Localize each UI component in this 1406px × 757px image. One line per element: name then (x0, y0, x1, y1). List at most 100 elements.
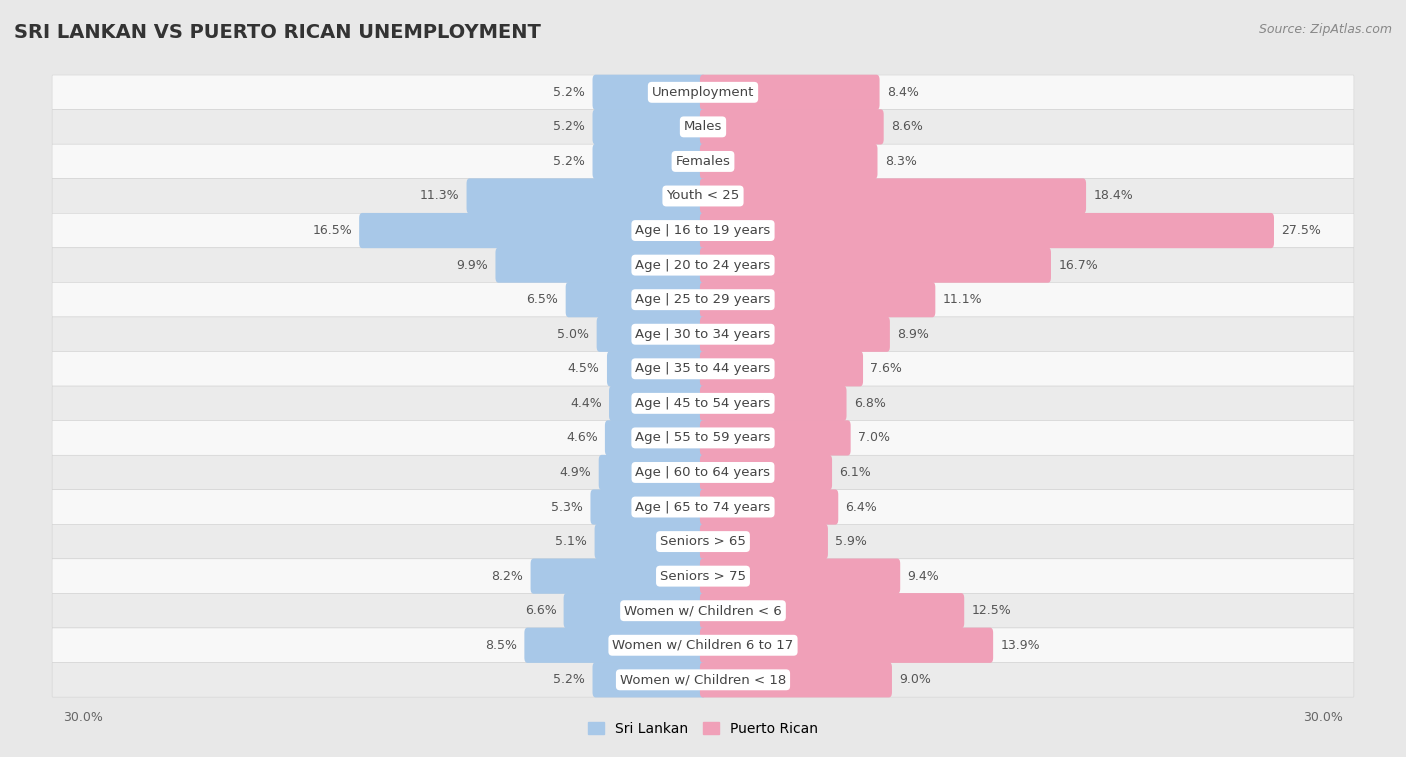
FancyBboxPatch shape (592, 662, 706, 697)
FancyBboxPatch shape (700, 248, 1050, 282)
FancyBboxPatch shape (700, 420, 851, 456)
Text: 4.9%: 4.9% (560, 466, 592, 479)
FancyBboxPatch shape (700, 455, 832, 490)
Text: 8.5%: 8.5% (485, 639, 517, 652)
FancyBboxPatch shape (565, 282, 706, 317)
Text: 5.2%: 5.2% (554, 673, 585, 687)
Text: Youth < 25: Youth < 25 (666, 189, 740, 202)
FancyBboxPatch shape (592, 75, 706, 110)
FancyBboxPatch shape (700, 179, 1085, 213)
FancyBboxPatch shape (52, 386, 1354, 421)
FancyBboxPatch shape (599, 455, 706, 490)
Text: 16.7%: 16.7% (1059, 259, 1098, 272)
FancyBboxPatch shape (592, 109, 706, 145)
Text: 18.4%: 18.4% (1094, 189, 1133, 202)
Text: Age | 25 to 29 years: Age | 25 to 29 years (636, 293, 770, 306)
Text: Seniors > 65: Seniors > 65 (659, 535, 747, 548)
Text: Women w/ Children < 6: Women w/ Children < 6 (624, 604, 782, 617)
FancyBboxPatch shape (359, 213, 706, 248)
Text: 5.9%: 5.9% (835, 535, 868, 548)
FancyBboxPatch shape (700, 316, 890, 352)
FancyBboxPatch shape (52, 593, 1354, 628)
Text: 9.4%: 9.4% (907, 570, 939, 583)
FancyBboxPatch shape (609, 386, 706, 421)
FancyBboxPatch shape (595, 524, 706, 559)
FancyBboxPatch shape (700, 144, 877, 179)
Text: 8.3%: 8.3% (884, 155, 917, 168)
Text: Age | 45 to 54 years: Age | 45 to 54 years (636, 397, 770, 410)
FancyBboxPatch shape (700, 351, 863, 386)
Text: 16.5%: 16.5% (312, 224, 352, 237)
Text: 27.5%: 27.5% (1281, 224, 1322, 237)
Text: 6.6%: 6.6% (524, 604, 557, 617)
FancyBboxPatch shape (700, 662, 891, 697)
Text: 8.9%: 8.9% (897, 328, 929, 341)
Text: 5.2%: 5.2% (554, 155, 585, 168)
FancyBboxPatch shape (564, 593, 706, 628)
FancyBboxPatch shape (52, 179, 1354, 213)
Text: 4.4%: 4.4% (569, 397, 602, 410)
FancyBboxPatch shape (467, 179, 706, 213)
FancyBboxPatch shape (52, 351, 1354, 386)
FancyBboxPatch shape (52, 455, 1354, 490)
Text: 11.1%: 11.1% (942, 293, 983, 306)
Text: 4.5%: 4.5% (568, 363, 600, 375)
Text: 11.3%: 11.3% (420, 189, 460, 202)
Text: 5.2%: 5.2% (554, 120, 585, 133)
Text: Males: Males (683, 120, 723, 133)
FancyBboxPatch shape (607, 351, 706, 386)
FancyBboxPatch shape (700, 593, 965, 628)
FancyBboxPatch shape (700, 213, 1274, 248)
Text: 9.9%: 9.9% (457, 259, 488, 272)
FancyBboxPatch shape (52, 75, 1354, 110)
FancyBboxPatch shape (700, 386, 846, 421)
FancyBboxPatch shape (52, 628, 1354, 662)
FancyBboxPatch shape (605, 420, 706, 456)
Text: Unemployment: Unemployment (652, 86, 754, 99)
Text: 5.0%: 5.0% (557, 328, 589, 341)
FancyBboxPatch shape (52, 525, 1354, 559)
Text: Age | 65 to 74 years: Age | 65 to 74 years (636, 500, 770, 513)
Text: 5.3%: 5.3% (551, 500, 583, 513)
FancyBboxPatch shape (591, 490, 706, 525)
FancyBboxPatch shape (52, 282, 1354, 317)
FancyBboxPatch shape (700, 75, 880, 110)
Text: Age | 30 to 34 years: Age | 30 to 34 years (636, 328, 770, 341)
Text: 7.6%: 7.6% (870, 363, 903, 375)
FancyBboxPatch shape (524, 628, 706, 663)
FancyBboxPatch shape (52, 490, 1354, 525)
FancyBboxPatch shape (530, 559, 706, 593)
Text: Women w/ Children 6 to 17: Women w/ Children 6 to 17 (613, 639, 793, 652)
Text: 8.2%: 8.2% (492, 570, 523, 583)
Text: 6.8%: 6.8% (853, 397, 886, 410)
FancyBboxPatch shape (52, 421, 1354, 455)
FancyBboxPatch shape (52, 559, 1354, 593)
FancyBboxPatch shape (52, 110, 1354, 144)
FancyBboxPatch shape (700, 109, 884, 145)
FancyBboxPatch shape (700, 282, 935, 317)
Text: 8.4%: 8.4% (887, 86, 918, 99)
Text: Age | 16 to 19 years: Age | 16 to 19 years (636, 224, 770, 237)
Text: 8.6%: 8.6% (891, 120, 922, 133)
Text: 13.9%: 13.9% (1001, 639, 1040, 652)
FancyBboxPatch shape (52, 317, 1354, 351)
Text: 6.1%: 6.1% (839, 466, 872, 479)
FancyBboxPatch shape (52, 213, 1354, 248)
Text: 5.2%: 5.2% (554, 86, 585, 99)
Text: Source: ZipAtlas.com: Source: ZipAtlas.com (1258, 23, 1392, 36)
Text: Age | 55 to 59 years: Age | 55 to 59 years (636, 431, 770, 444)
Text: Age | 20 to 24 years: Age | 20 to 24 years (636, 259, 770, 272)
Text: Age | 35 to 44 years: Age | 35 to 44 years (636, 363, 770, 375)
Text: 5.1%: 5.1% (555, 535, 588, 548)
Text: 12.5%: 12.5% (972, 604, 1011, 617)
FancyBboxPatch shape (596, 316, 706, 352)
Text: Women w/ Children < 18: Women w/ Children < 18 (620, 673, 786, 687)
FancyBboxPatch shape (52, 662, 1354, 697)
Text: Females: Females (675, 155, 731, 168)
Text: 4.6%: 4.6% (567, 431, 598, 444)
FancyBboxPatch shape (700, 628, 993, 663)
FancyBboxPatch shape (700, 524, 828, 559)
Text: 7.0%: 7.0% (858, 431, 890, 444)
Text: SRI LANKAN VS PUERTO RICAN UNEMPLOYMENT: SRI LANKAN VS PUERTO RICAN UNEMPLOYMENT (14, 23, 541, 42)
FancyBboxPatch shape (495, 248, 706, 282)
